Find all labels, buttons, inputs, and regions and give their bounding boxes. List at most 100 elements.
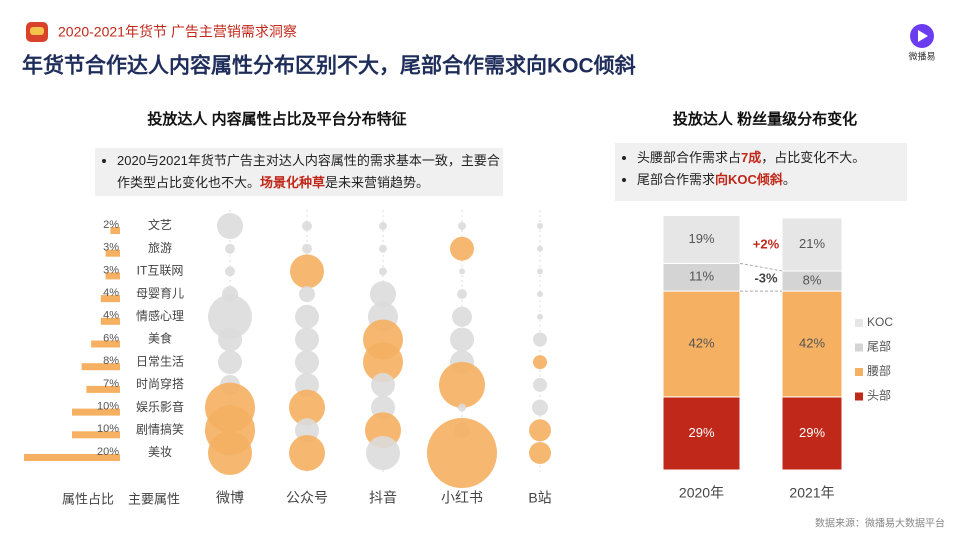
value-label: 11%: [689, 269, 714, 284]
logo-play: [918, 30, 928, 42]
bar-segment: [662, 290, 741, 398]
legend-swatch: [855, 392, 863, 401]
share-label: 3%: [103, 242, 119, 254]
bubble: [532, 399, 548, 416]
legend-swatch: [855, 368, 863, 376]
bullet-list: 2020与2021年货节广告主对达人内容属性的需求基本一致，主要合作类型占比变化…: [95, 150, 503, 194]
bubble: [450, 236, 474, 261]
category-label: 美妆: [148, 445, 172, 459]
legend-label: 腰部: [867, 363, 891, 378]
bubble: [371, 372, 395, 397]
x-tick-label: 抖音: [369, 490, 397, 506]
x-tick-label: 小红书: [441, 490, 483, 506]
header-title: 年货节合作达人内容属性分布区别不大，尾部合作需求向KOC倾斜: [22, 54, 636, 78]
bubble: [208, 431, 252, 475]
share-label: 7%: [103, 378, 119, 390]
bubble: [295, 304, 319, 329]
category-label: 剧情搞笑: [136, 421, 184, 436]
footer: 数据来源：微播易大数据平台: [815, 517, 945, 530]
panel-title: 投放达人 内容属性占比及平台分布特征: [147, 110, 406, 128]
bubble: [533, 332, 547, 347]
share-label: 20%: [97, 446, 119, 458]
category-label: 娱乐影音: [136, 399, 184, 414]
bubble: [427, 418, 497, 488]
value-label: 29%: [799, 425, 825, 440]
bar-segment: [781, 396, 843, 471]
bar-segment: [662, 214, 741, 264]
bubble: [366, 436, 400, 470]
bubble: [299, 286, 315, 303]
share-bar: [100, 295, 120, 303]
bubble: [537, 223, 543, 229]
highlight: 向KOC倾斜: [715, 172, 783, 187]
bubble: [537, 313, 543, 320]
bubble: [450, 327, 474, 352]
x-tick-label: 2021年: [789, 485, 834, 501]
share-bar: [105, 249, 120, 257]
bubble: [529, 419, 551, 442]
legend-label: 尾部: [867, 339, 891, 354]
bar-segment: [662, 262, 741, 292]
legend-swatch: [855, 319, 863, 327]
bubble: [290, 254, 324, 289]
x-tick-label: 公众号: [286, 490, 328, 506]
share-bar: [72, 431, 120, 439]
bubble: [537, 291, 543, 298]
share-bar: [105, 272, 120, 280]
bubble: [379, 267, 387, 276]
value-label: 42%: [799, 335, 825, 350]
bubble: [225, 243, 235, 254]
bubble: [295, 350, 319, 375]
share-label: 6%: [103, 332, 119, 344]
bubble: [537, 245, 543, 252]
axis-label: 主要属性: [128, 491, 180, 506]
bubble: [302, 243, 312, 254]
share-bar: [72, 408, 120, 416]
bullet: 头腰部合作需求占7成，占比变化不大。: [637, 147, 907, 169]
bubble: [458, 403, 466, 412]
value-label: 21%: [799, 236, 825, 251]
bullet-text: 。: [782, 172, 796, 187]
bubble: [289, 435, 325, 471]
share-label: 8%: [103, 355, 119, 367]
bubble: [295, 327, 319, 352]
category-label: 母婴育儿: [136, 285, 184, 300]
bubble: [379, 244, 387, 253]
share-bar: [86, 385, 120, 393]
share-bar: [110, 227, 120, 234]
bullet-box: 头腰部合作需求占7成，占比变化不大。尾部合作需求向KOC倾斜。: [615, 143, 907, 201]
bubble: [459, 268, 465, 275]
category-label: 时尚穿搭: [136, 376, 184, 391]
bullet-list: 头腰部合作需求占7成，占比变化不大。尾部合作需求向KOC倾斜。: [615, 147, 907, 191]
bullet-box: 2020与2021年货节广告主对达人内容属性的需求基本一致，主要合作类型占比变化…: [95, 148, 503, 196]
bubble: [439, 361, 485, 408]
x-tick-label: 2020年: [679, 485, 724, 501]
bullet-text: 头腰部合作需求占: [637, 150, 742, 165]
value-label: 29%: [688, 425, 714, 440]
share-bar: [24, 454, 120, 461]
logo-text: 微播易: [908, 50, 935, 61]
share-bar: [100, 317, 120, 325]
category-label: 旅游: [148, 241, 172, 255]
share-label: 10%: [97, 401, 119, 413]
bubble: [452, 306, 472, 327]
bullet-text: 2020与2021年货节广告主对达人内容属性的需求基本一致，主要合作类型占比变化…: [117, 153, 500, 190]
share-label: 4%: [103, 287, 119, 299]
legend-label: 头部: [867, 388, 891, 403]
bubble: [225, 266, 235, 277]
bubble: [363, 342, 403, 383]
highlight: 场景化种草: [260, 175, 326, 190]
bubble: [529, 442, 551, 464]
header-icon-face: [30, 27, 44, 35]
x-tick-label: 微博: [216, 490, 244, 506]
bubble: [217, 213, 243, 239]
highlight: 7成: [741, 150, 762, 165]
share-label: 2%: [103, 219, 119, 231]
share-label: 4%: [103, 310, 119, 322]
bullet-text: 是未来营销趋势。: [325, 175, 430, 190]
bubble: [457, 289, 467, 300]
category-label: IT互联网: [137, 264, 184, 278]
bar-segment: [662, 396, 741, 471]
